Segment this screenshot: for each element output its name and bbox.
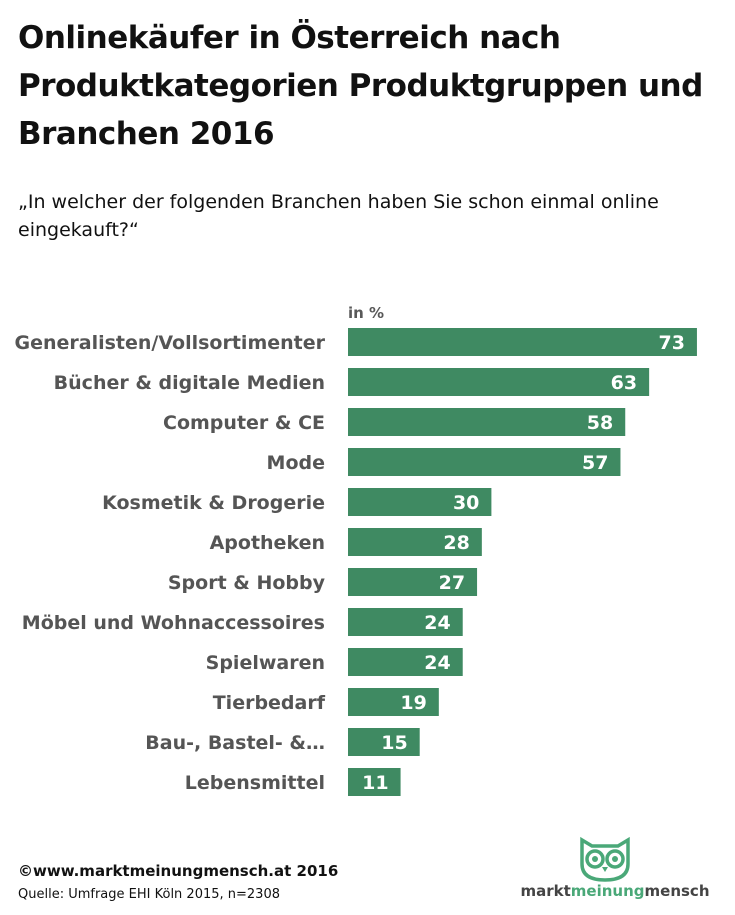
bar bbox=[348, 408, 626, 436]
category-label: Mode bbox=[267, 452, 325, 474]
category-label: Bücher & digitale Medien bbox=[54, 372, 325, 394]
value-label: 58 bbox=[587, 412, 613, 434]
bar bbox=[348, 488, 492, 516]
category-label: Generalisten/Vollsortimenter bbox=[15, 332, 326, 354]
category-label: Spielwaren bbox=[206, 652, 325, 674]
chart-title: Onlinekäufer in Österreich nach Produktk… bbox=[18, 20, 703, 152]
value-label: 11 bbox=[362, 772, 388, 794]
bar bbox=[348, 368, 650, 396]
value-label: 63 bbox=[611, 372, 637, 394]
bar bbox=[348, 608, 463, 636]
bar bbox=[348, 648, 463, 676]
value-label: 28 bbox=[443, 532, 469, 554]
bars-group: Generalisten/Vollsortimenter 73 Bücher & d… bbox=[15, 328, 697, 796]
value-label: 19 bbox=[400, 692, 426, 714]
category-label: Möbel und Wohnaccessoires bbox=[22, 612, 325, 634]
unit-label: in % bbox=[348, 304, 384, 322]
value-label: 15 bbox=[381, 732, 407, 754]
value-label: 57 bbox=[582, 452, 608, 474]
category-label: Computer & CE bbox=[163, 412, 325, 434]
owl-icon bbox=[580, 836, 630, 882]
copyright-text: ©www.marktmeinungmensch.at 2016 bbox=[18, 862, 339, 880]
brand-logo: marktmeinungmensch bbox=[510, 834, 720, 906]
logo-part-meinung: meinung bbox=[570, 882, 645, 900]
bar bbox=[348, 328, 697, 356]
chart-subtitle: „In welcher der folgenden Branchen haben… bbox=[18, 191, 659, 241]
category-label: Bau-, Bastel- &… bbox=[145, 732, 325, 754]
logo-wordmark: marktmeinungmensch bbox=[510, 882, 720, 900]
category-label: Apotheken bbox=[210, 532, 325, 554]
category-label: Lebensmittel bbox=[185, 772, 325, 794]
bar bbox=[348, 568, 478, 596]
value-label: 27 bbox=[439, 572, 465, 594]
logo-part-mensch: mensch bbox=[644, 882, 710, 900]
category-label: Kosmetik & Drogerie bbox=[102, 492, 325, 514]
logo-part-markt: markt bbox=[520, 882, 571, 900]
source-text: Quelle: Umfrage EHI Köln 2015, n=2308 bbox=[18, 887, 280, 902]
category-label: Tierbedarf bbox=[213, 692, 326, 714]
bar bbox=[348, 688, 439, 716]
category-label: Sport & Hobby bbox=[168, 572, 326, 594]
value-label: 24 bbox=[424, 652, 450, 674]
bar bbox=[348, 768, 401, 796]
bar-chart: in % Generalisten/Vollsortimenter 73 Büche… bbox=[15, 304, 697, 796]
value-label: 24 bbox=[424, 612, 450, 634]
bar bbox=[348, 728, 420, 756]
bar bbox=[348, 528, 482, 556]
value-label: 73 bbox=[658, 332, 684, 354]
bar bbox=[348, 448, 621, 476]
value-label: 30 bbox=[453, 492, 479, 514]
